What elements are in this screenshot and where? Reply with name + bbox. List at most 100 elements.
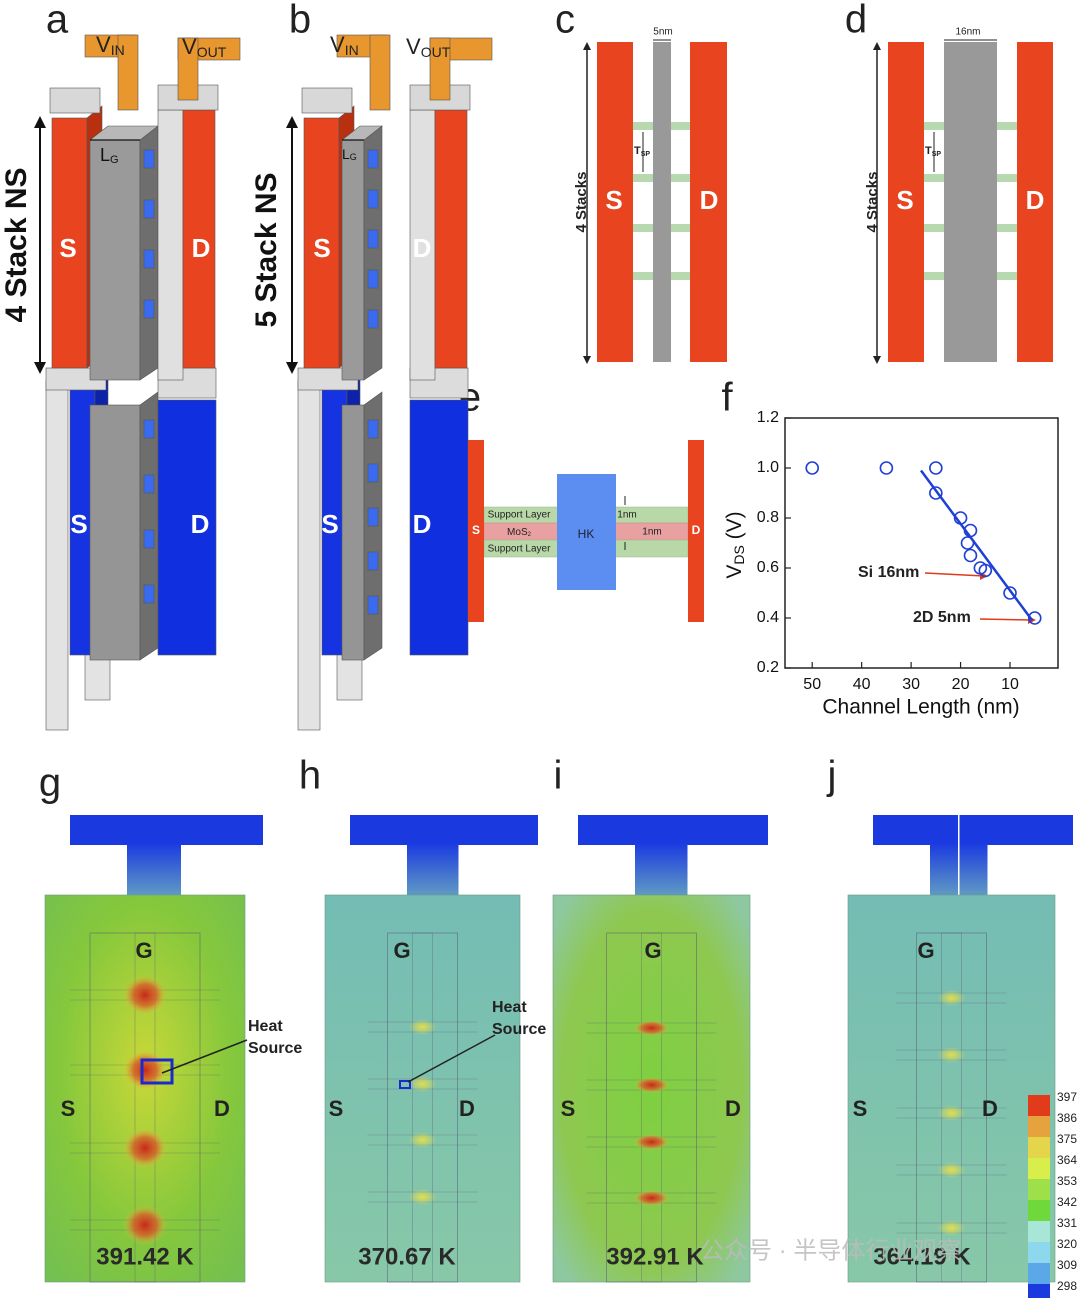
gate-label: G <box>393 938 410 963</box>
cap <box>49 87 101 114</box>
width-label: 5nm <box>653 27 672 38</box>
thermal-maps <box>44 815 1073 1283</box>
nanosheet <box>367 309 379 329</box>
cap <box>301 87 353 114</box>
lead <box>350 815 435 845</box>
nanosheet <box>143 299 155 319</box>
sub: OUT <box>197 44 227 60</box>
v: V <box>723 565 746 579</box>
nanosheet <box>367 269 379 289</box>
panel-e <box>468 440 704 622</box>
sub: DS <box>731 545 747 564</box>
lead <box>153 815 263 845</box>
source-label: S <box>61 1096 76 1121</box>
thermal-map <box>44 815 263 1283</box>
v: V <box>406 34 421 59</box>
annotation: Si 16nm <box>858 564 919 581</box>
v: V <box>330 32 345 57</box>
heat-source-box <box>399 1080 411 1089</box>
lead <box>959 815 1073 845</box>
hot-spot <box>633 1134 670 1150</box>
drain-label: D <box>413 233 432 263</box>
arrow-head <box>873 42 881 50</box>
hot-spot <box>408 1189 437 1205</box>
y-tick-label: 1.2 <box>757 409 779 426</box>
drain <box>1017 42 1053 362</box>
thickness-label: 1nm <box>642 527 661 538</box>
colorbar-swatch <box>1028 1095 1050 1116</box>
lead <box>70 815 155 845</box>
colorbar-swatch <box>1028 1158 1050 1179</box>
source-label: S <box>605 185 622 215</box>
x-tick-label: 30 <box>902 676 920 693</box>
t: T <box>925 145 932 157</box>
hot-spot <box>408 1019 437 1035</box>
y-tick-label: 0.2 <box>757 659 779 676</box>
lead <box>153 843 181 903</box>
panel-label: b <box>289 0 311 42</box>
drain <box>688 440 704 622</box>
gate <box>944 42 997 362</box>
gate-label: G <box>917 938 934 963</box>
contact-in <box>369 34 391 111</box>
watermark: 公众号 · 半导体行业观察 <box>700 1237 961 1264</box>
source-label: S <box>59 233 76 263</box>
nanosheet <box>367 507 379 527</box>
drain-label: D <box>214 1096 230 1121</box>
arrow-head <box>34 362 46 374</box>
source-label: S <box>472 523 480 537</box>
sub: G <box>110 154 119 166</box>
stack-label: 5 Stack NS <box>250 172 283 327</box>
v: V <box>182 34 197 59</box>
colorbar-swatch <box>1028 1200 1050 1221</box>
annotation-arrow <box>161 1039 248 1074</box>
colorbar-label: 364 <box>1057 1153 1077 1167</box>
gate-label: G <box>644 938 661 963</box>
v-in-label: VIN <box>96 32 125 58</box>
nanosheet <box>367 595 379 615</box>
hot-spot <box>937 1105 966 1121</box>
panel-label: a <box>46 0 69 42</box>
panel-label: d <box>845 0 867 42</box>
source-top <box>51 117 88 369</box>
colorbar-swatch <box>1028 1284 1050 1298</box>
source <box>468 440 484 622</box>
gate-label: G <box>135 938 152 963</box>
channel <box>412 932 433 1283</box>
device <box>286 34 493 731</box>
v: V <box>96 32 111 57</box>
arrow-head <box>286 116 298 128</box>
tsp-label: TSP <box>925 145 941 158</box>
gate <box>653 42 671 362</box>
t: T <box>634 145 641 157</box>
nanosheet <box>367 551 379 571</box>
colorbar-label: 331 <box>1057 1216 1077 1230</box>
data-point <box>963 523 978 538</box>
l: L <box>342 146 350 162</box>
panel-label: i <box>554 754 563 798</box>
v-out-label: VOUT <box>182 34 227 60</box>
panel-label: g <box>39 761 61 805</box>
tsp-label: TSP <box>634 145 650 158</box>
annotation: 2D 5nm <box>913 609 971 626</box>
colorbar-swatch <box>1028 1242 1050 1263</box>
nanosheet <box>367 419 379 439</box>
contact-out <box>177 37 199 101</box>
spacer <box>157 109 184 381</box>
arrow-head <box>286 362 298 374</box>
temperature: 370.67 K <box>358 1243 456 1270</box>
stack-label: 4 Stack NS <box>0 167 33 322</box>
source-label: S <box>329 1096 344 1121</box>
colorbar-label: 298 <box>1057 1279 1077 1293</box>
plot-frame <box>784 417 1059 669</box>
nanosheet <box>367 229 379 249</box>
v-in-label: VIN <box>330 32 359 58</box>
drain-label: D <box>725 1096 741 1121</box>
pillar <box>45 379 69 731</box>
source-label: S <box>313 233 330 263</box>
stacks-label: 4 Stacks <box>573 172 590 233</box>
x-tick-label: 10 <box>1001 676 1019 693</box>
annotation: Heat <box>248 1018 283 1035</box>
device <box>34 34 241 731</box>
